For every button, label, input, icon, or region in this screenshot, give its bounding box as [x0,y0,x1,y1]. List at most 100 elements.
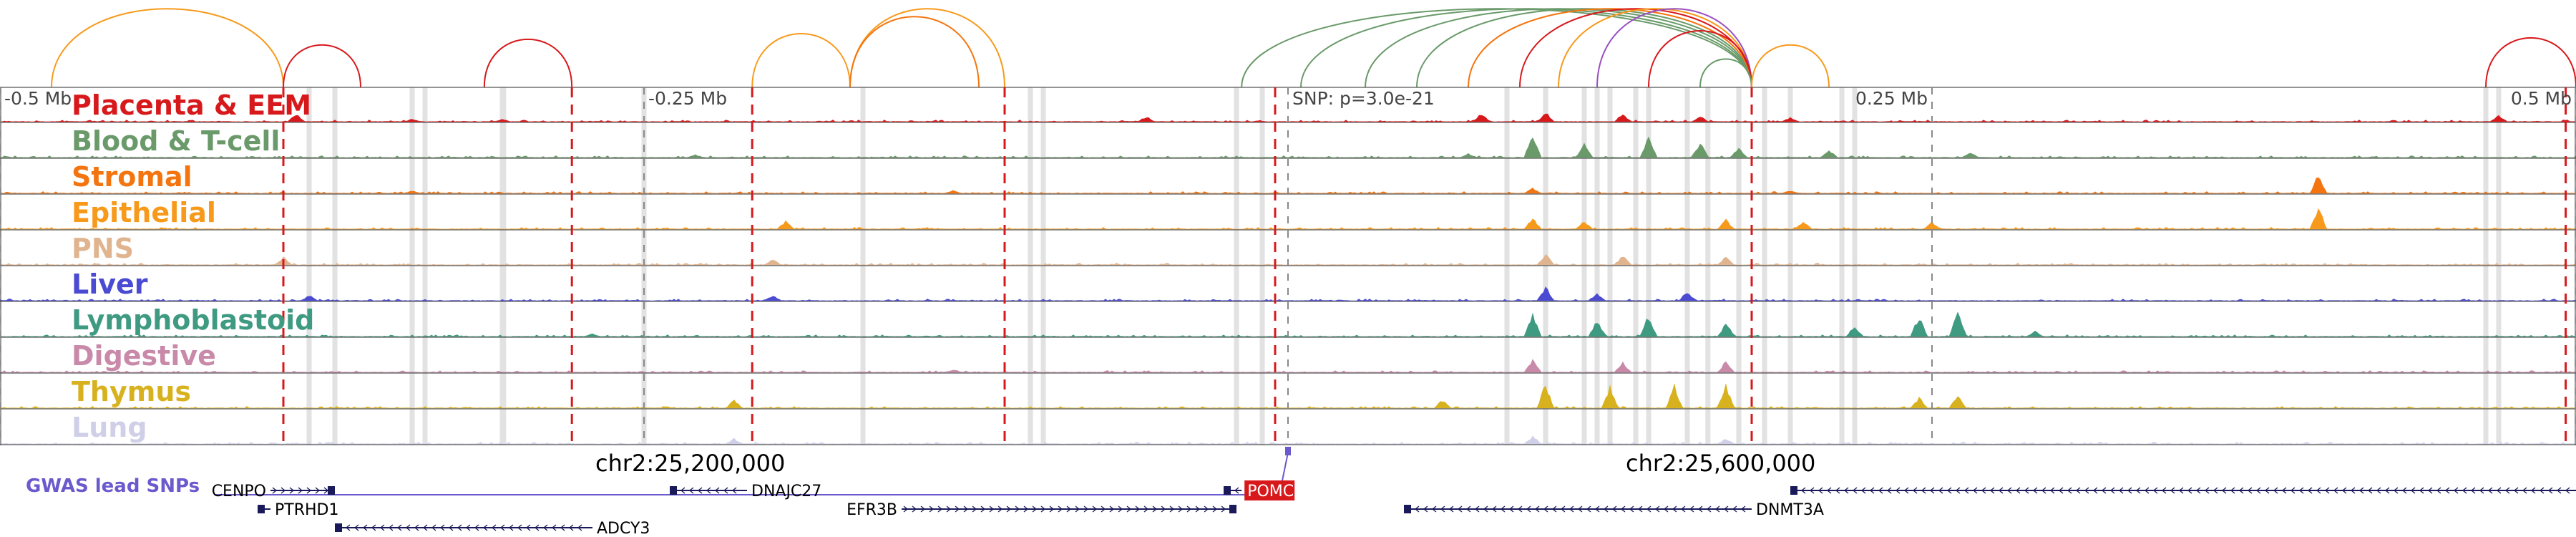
highlight-band [1705,87,1711,445]
track-label: Liver [72,268,148,300]
strand-arrow [1169,505,1175,513]
strand-arrow [2170,487,2175,494]
strand-arrow [1895,487,1901,494]
highlight-band [1581,87,1587,445]
strand-arrow [2058,487,2064,494]
strand-arrow [2453,487,2459,494]
strand-arrow [2547,487,2553,494]
strand-arrow [1491,505,1497,513]
loop-arc [1468,8,1752,88]
coordinate-tick-label: chr2:25,200,000 [595,450,785,477]
strand-arrow [929,505,935,513]
strand-arrow [706,487,711,494]
strand-arrow [963,505,969,513]
strand-arrow [2161,487,2167,494]
strand-arrow [568,524,574,531]
strand-arrow [1186,505,1192,513]
strand-arrow [1414,505,1420,513]
strand-arrow [1474,505,1480,513]
strand-arrow [1023,505,1029,513]
strand-arrow [1431,505,1437,513]
strand-arrow [474,524,479,531]
strand-arrow [2135,487,2141,494]
strand-arrow [2015,487,2021,494]
strand-arrow [1483,505,1488,513]
strand-arrow [1221,505,1226,513]
strand-arrow [2101,487,2107,494]
strand-arrow [2152,487,2158,494]
strand-arrow [1886,487,1892,494]
strand-arrow [1440,505,1445,513]
strand-arrow [912,505,917,513]
strand-arrow [465,524,471,531]
strand-arrow [1603,505,1609,513]
strand-arrow [972,505,977,513]
highlight-bands-layer [306,87,2502,445]
gene-exon [1224,486,1231,495]
strand-arrow [499,524,505,531]
gene-exon [1404,505,1411,513]
strand-arrow [1972,487,1978,494]
strand-arrow [1586,505,1591,513]
strand-arrow [2298,487,2304,494]
strand-arrow [1921,487,1926,494]
strand-arrow [1689,505,1694,513]
strand-arrow [1075,505,1080,513]
strand-arrow [362,524,368,531]
boundary-lines-layer [0,87,2576,445]
strand-arrow [1594,505,1600,513]
strand-arrow [2316,487,2321,494]
highlight-band [332,87,338,445]
gene-label: POMC [1247,483,1294,500]
strand-arrow [2513,487,2519,494]
strand-arrow [2255,487,2261,494]
strand-arrow [1843,487,1849,494]
strand-arrow [1161,505,1166,513]
track-label: Blood & T-cell [72,125,280,157]
genome-axis-layer: -0.5 Mb -0.25 Mb 0.25 Mb 0.5 Mb SNP: p=3… [4,88,2572,477]
signal-track [0,286,2576,301]
gene-exon [1790,486,1797,495]
highlight-band [1684,87,1690,445]
highlight-band [1028,87,1033,445]
strand-arrow [1620,505,1626,513]
track-label: Epithelial [72,197,216,228]
coordinate-tick-label: chr2:25,600,000 [1626,450,1815,477]
strand-arrow [457,524,462,531]
strand-arrow [2410,487,2416,494]
strand-arrow [2427,487,2433,494]
strand-arrow [2264,487,2270,494]
gene-highlight-box [1244,480,1295,500]
strand-arrow [1672,505,1677,513]
strand-arrow [577,524,582,531]
strand-arrow [1955,487,1961,494]
loop-arc [849,16,980,88]
strand-arrow [1152,505,1158,513]
strand-arrow [1526,505,1531,513]
strand-arrow [534,524,540,531]
strand-arrow [422,524,428,531]
strand-arrow [1989,487,1995,494]
signal-track [0,113,2576,122]
strand-arrow [2049,487,2055,494]
strand-arrow [1697,505,1703,513]
strand-arrow [2041,487,2046,494]
strand-arrow [2127,487,2132,494]
strand-arrow [2230,487,2235,494]
strand-arrow [1126,505,1132,513]
loop-arc [1300,8,1752,88]
track-label: Digestive [72,340,216,372]
strand-arrow [2212,487,2218,494]
strand-arrow [2419,487,2424,494]
loop-arc [1751,44,1830,88]
gene-exon [335,523,342,532]
gene-exon [1229,505,1236,513]
strand-arrow [1543,505,1548,513]
strand-arrow [1101,505,1106,513]
strand-arrow [680,487,686,494]
strand-arrow [1465,505,1471,513]
signal-track [0,136,2576,158]
strand-arrow [1637,505,1643,513]
strand-arrow [2109,487,2115,494]
highlight-band [1762,87,1767,445]
